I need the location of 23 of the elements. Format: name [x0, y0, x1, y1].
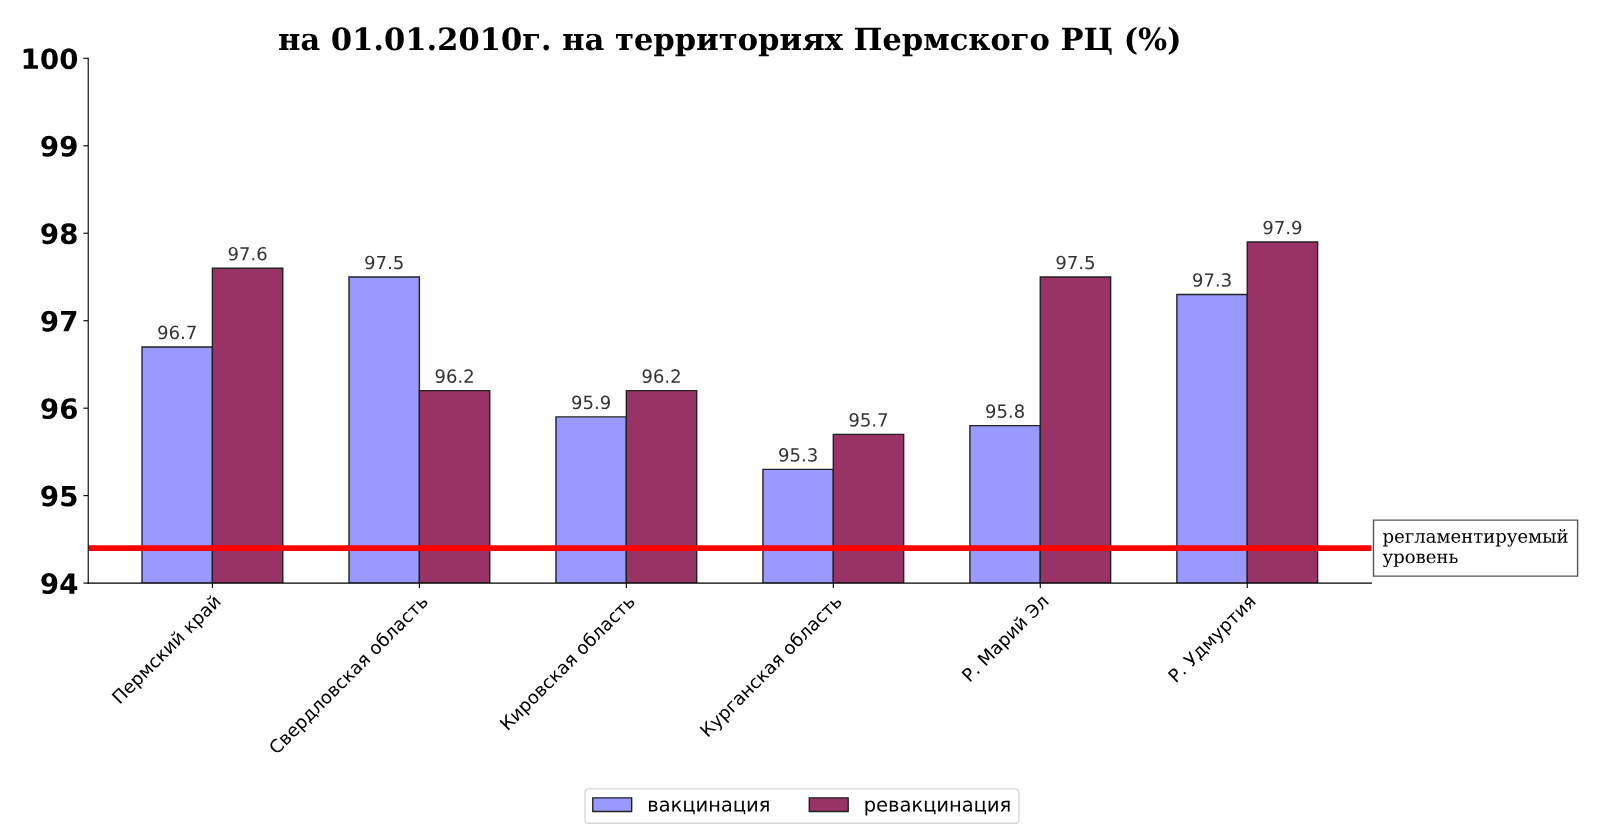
legend-label: вакцинация [648, 800, 769, 815]
y-tick-label: 95 [41, 485, 77, 507]
y-tick-label: 97 [41, 310, 77, 332]
y-tick-label: 100 [23, 48, 78, 70]
data-label: 96.2 [435, 369, 473, 384]
y-tick-label: 96 [41, 398, 78, 420]
data-label: 97.3 [1193, 273, 1231, 287]
data-label: 97.9 [1263, 220, 1302, 235]
y-tick-label: 98 [41, 223, 77, 245]
y-tick-label: 99 [41, 135, 77, 157]
data-label: 97.6 [228, 246, 267, 261]
data-label: 96.2 [642, 369, 680, 384]
data-label: 95.3 [779, 448, 817, 462]
ref-line-label: регламентируемый уровень [1382, 529, 1568, 568]
data-label: 95.7 [849, 413, 888, 427]
legend-label: ревакцинация [865, 800, 1010, 816]
data-label: 95.9 [572, 395, 610, 410]
data-label: 95.8 [986, 404, 1024, 418]
data-label: 97.5 [365, 255, 403, 270]
data-label: 96.7 [158, 325, 196, 340]
y-tick-label: 94 [41, 573, 78, 595]
data-label: 97.5 [1056, 255, 1094, 270]
chart-title: на 01.01.2010г. на территориях Пермского РЦ (%) [279, 26, 1179, 57]
